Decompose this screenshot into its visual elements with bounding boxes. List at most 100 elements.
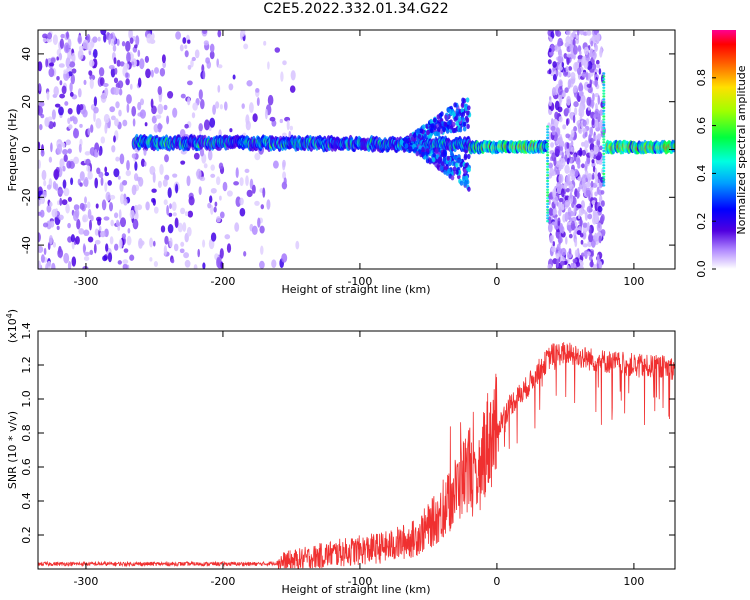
noise-cell (582, 243, 589, 248)
noise-cell (52, 34, 58, 46)
fan-cell (442, 126, 446, 132)
noise-cell (43, 247, 47, 256)
fan-cell (446, 124, 451, 130)
noise-cell (202, 239, 206, 248)
noise-cell (152, 240, 156, 247)
y-tick-label: 0.8 (20, 424, 33, 442)
noise-cell (584, 131, 588, 138)
edge-cell (546, 199, 550, 203)
noise-cell (104, 182, 108, 193)
noise-cell (558, 209, 562, 217)
noise-cell (108, 33, 111, 45)
noise-cell (234, 222, 240, 232)
noise-cell (284, 116, 291, 122)
noise-cell (199, 148, 205, 157)
fan-cell (467, 153, 471, 160)
edge-cell (602, 109, 606, 113)
noise-cell (88, 59, 95, 67)
noise-cell (547, 222, 553, 233)
noise-cell (199, 99, 205, 110)
noise-cell (128, 30, 133, 40)
noise-cell (164, 235, 169, 245)
noise-cell (184, 259, 191, 268)
noise-cell (38, 82, 42, 92)
edge-cell (602, 123, 606, 127)
noise-cell (137, 101, 142, 111)
noise-cell (108, 201, 114, 212)
edge-cell (602, 106, 606, 110)
noise-cell (551, 87, 557, 96)
noise-cell (153, 206, 159, 214)
noise-cell (186, 80, 193, 86)
noise-cell (262, 187, 266, 198)
noise-cell (254, 152, 261, 161)
noise-cell (578, 207, 584, 216)
noise-cell (131, 153, 137, 159)
edge-cell (546, 142, 550, 145)
spectrogram-y-axis: -40 -20 0 20 40 (20, 47, 675, 254)
noise-cell (58, 52, 63, 61)
noise-cell (78, 143, 82, 153)
noise-cell (559, 146, 564, 151)
noise-cell (589, 137, 594, 145)
fan-cell (459, 161, 464, 168)
noise-cell (59, 197, 63, 206)
noise-cell (157, 180, 162, 189)
noise-cell (38, 61, 43, 72)
noise-cell (570, 129, 575, 138)
colorbar-tick-label: 0.0 (695, 260, 708, 278)
noise-cell (62, 179, 67, 189)
noise-cell (82, 266, 89, 269)
noise-cell (146, 33, 153, 44)
noise-cell (552, 74, 557, 82)
noise-cell (59, 80, 63, 86)
noise-cell (193, 264, 198, 269)
noise-cell (560, 247, 567, 256)
noise-cell (73, 127, 77, 139)
noise-cell (577, 163, 581, 169)
noise-cell (126, 94, 132, 104)
edge-cell (602, 95, 606, 98)
noise-cell (216, 216, 221, 223)
noise-cell (600, 200, 605, 207)
fan-cell (443, 151, 448, 157)
noise-cell (584, 160, 588, 171)
noise-cell (61, 199, 68, 206)
edge-cell (546, 128, 550, 131)
fan-cell (432, 117, 437, 123)
noise-cell (75, 235, 80, 245)
noise-cell (108, 65, 115, 70)
noise-cell (43, 180, 47, 187)
noise-cell (173, 243, 179, 252)
edge-cell (546, 174, 550, 177)
noise-cell (586, 205, 593, 213)
noise-cell (209, 50, 215, 60)
noise-cell (126, 103, 130, 113)
edge-cell (602, 86, 606, 90)
noise-cell (219, 195, 222, 201)
x-tick-label: -100 (347, 575, 372, 588)
noise-cell (97, 218, 102, 226)
noise-cell (216, 257, 221, 268)
noise-cell (229, 128, 233, 133)
noise-cell (594, 214, 600, 224)
noise-cell (52, 121, 56, 128)
noise-cell (600, 190, 605, 195)
noise-cell (116, 38, 120, 46)
noise-cell (212, 104, 217, 115)
noise-cell (113, 212, 119, 219)
noise-cell (168, 212, 173, 217)
noise-cell (599, 145, 603, 151)
noise-cell (38, 141, 41, 151)
edge-cell (602, 144, 606, 147)
noise-cell (572, 45, 578, 55)
noise-cell (192, 102, 198, 111)
edge-cell (546, 208, 550, 211)
noise-cell (600, 213, 605, 222)
fan-cell (462, 121, 467, 127)
noise-cell (166, 204, 169, 216)
noise-cell (251, 225, 258, 235)
fan-cell (449, 151, 454, 157)
noise-cell (272, 160, 279, 169)
